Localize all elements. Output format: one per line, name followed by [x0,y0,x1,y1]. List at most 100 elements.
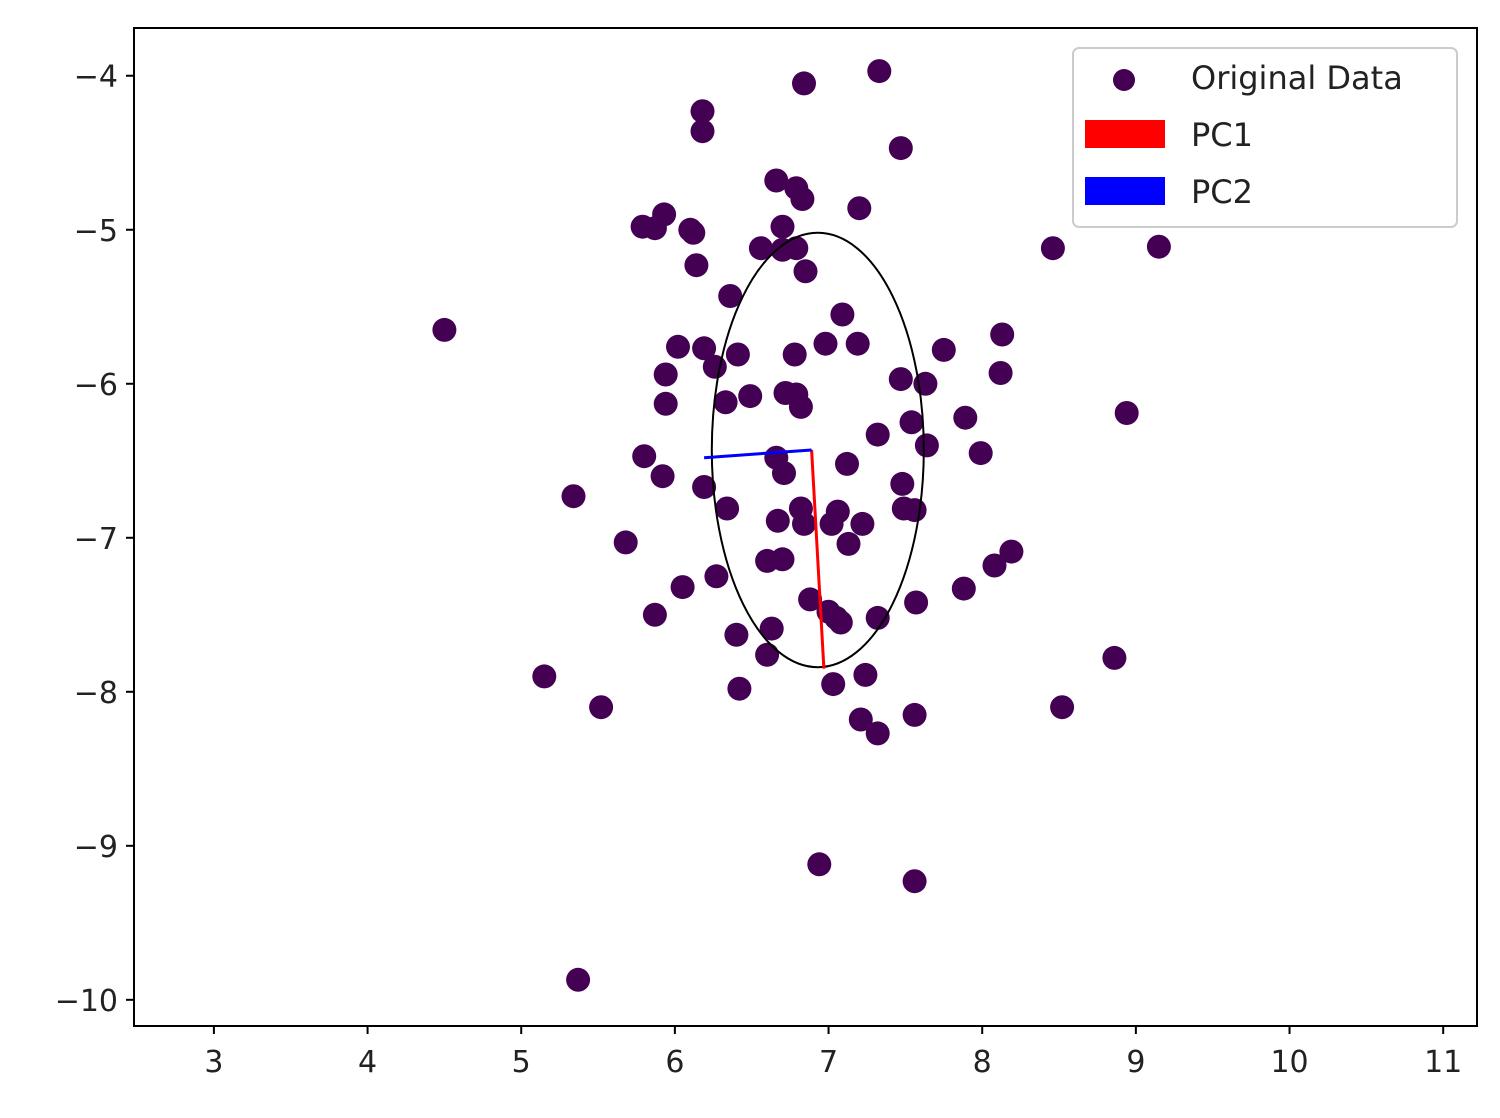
data-point [792,511,816,536]
data-point [888,367,913,392]
data-point [642,216,667,241]
data-point [798,587,823,612]
data-point [589,695,614,720]
data-point [931,337,956,362]
plot-area [432,59,1171,992]
pc2-vector [703,448,812,460]
data-point [613,530,638,555]
x-tick-label: 7 [819,1045,838,1080]
data-point [1146,234,1171,259]
data-point [850,511,875,536]
data-point [951,576,976,601]
x-tick-label: 4 [358,1045,377,1080]
data-point [888,136,913,161]
legend-patch-pc1 [1085,120,1165,148]
data-point [713,390,738,415]
y-tick-label: −7 [74,522,118,557]
data-point [828,610,853,635]
data-point [770,547,795,572]
data-point [899,410,924,435]
legend-box [1072,47,1458,228]
data-point [561,484,586,509]
data-point [847,196,872,221]
data-point [770,214,795,239]
data-point [902,498,927,523]
data-point [902,702,927,727]
x-tick-label: 10 [1270,1045,1308,1080]
data-point [788,394,813,419]
data-point [653,362,678,387]
x-tick-label: 5 [512,1045,531,1080]
data-point [999,539,1024,564]
data-point [790,187,815,211]
y-tick-label: −10 [55,984,118,1019]
data-point [704,564,729,589]
legend-marker-original-data [1113,69,1135,91]
data-point [690,99,715,124]
data-point [772,461,796,486]
y-tick-label: −5 [74,214,118,249]
data-point [632,444,657,469]
data-point [727,676,752,701]
data-point [692,475,717,499]
data-point [902,869,927,894]
data-point [865,721,890,746]
data-point [755,642,780,667]
data-point [914,433,939,458]
data-point [784,236,809,261]
data-point [865,605,890,630]
data-point [724,622,749,647]
data-point [681,220,706,245]
data-point [690,119,715,144]
y-axis: −4 −5 −6 −7 −8 −9 −10 [55,60,134,1019]
x-tick-label: 11 [1424,1045,1462,1080]
data-point [807,852,832,877]
data-point [684,253,709,278]
data-point [904,590,929,615]
data-point [715,496,740,521]
data-point [953,405,978,430]
axes-frame [133,27,1478,1027]
data-point [566,967,591,992]
x-tick-label: 6 [665,1045,684,1080]
legend-patch-pc2 [1085,177,1165,205]
data-point [765,508,790,533]
data-point [670,575,695,600]
data-point [759,616,784,641]
data-point [793,259,818,284]
y-tick-label: −6 [74,368,118,403]
data-point [748,236,773,261]
data-point [782,342,807,367]
data-point [836,531,861,556]
y-tick-label: −8 [74,676,118,711]
legend-label-pc2: PC2 [1191,173,1253,211]
x-tick-label: 3 [204,1045,223,1080]
data-point [1102,645,1127,670]
pc1-vector [810,449,826,669]
data-point [1050,695,1075,720]
data-point [1040,236,1065,261]
data-point [821,672,846,697]
data-point [988,361,1013,385]
data-point [867,59,892,84]
legend: Original Data PC1 PC2 [1072,47,1458,228]
covariance-ellipse [710,231,925,669]
data-point [1114,401,1139,425]
legend-label-original-data: Original Data [1191,59,1403,97]
data-point [650,464,675,489]
data-point [702,354,727,379]
data-point [865,422,890,447]
x-axis: 3 4 5 6 7 8 9 10 11 [204,1026,1462,1080]
data-point [819,511,844,536]
data-point [830,302,855,327]
x-tick-label: 9 [1126,1045,1145,1080]
data-point [764,168,789,193]
y-tick-label: −4 [74,60,118,95]
data-point [813,331,838,356]
data-point [692,336,717,361]
data-point [642,602,667,627]
data-point [738,384,763,409]
legend-label-pc1: PC1 [1191,116,1253,154]
data-point [835,451,859,476]
